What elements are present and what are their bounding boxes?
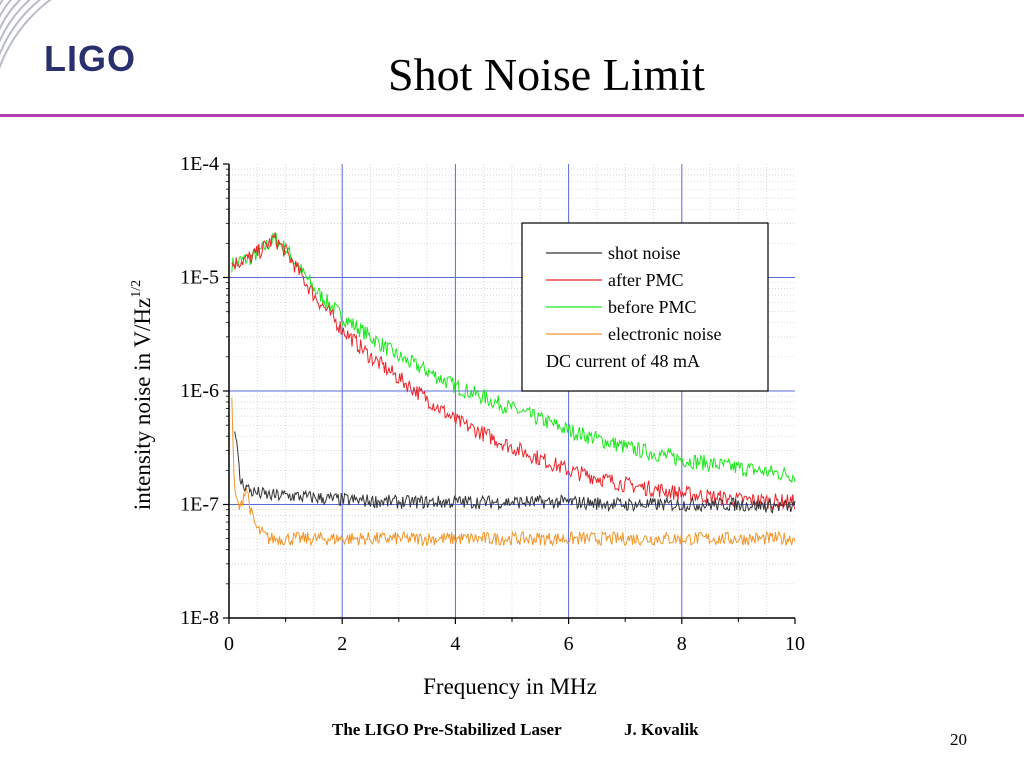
x-tick-label: 10 — [785, 633, 805, 655]
y-tick-label: 1E-4 — [180, 153, 219, 175]
series-layer — [231, 232, 796, 547]
slide-title: Shot Noise Limit — [388, 49, 705, 100]
series-electronic-noise — [231, 397, 796, 547]
footer-author: J. Kovalik — [624, 720, 699, 739]
y-axis-label-text: intensity noise in V/Hz — [130, 298, 155, 510]
legend-label-electronic-noise: electronic noise — [608, 324, 721, 344]
footer-text: The LIGO Pre-Stabilized Laser — [332, 720, 562, 739]
ligo-logo: LIGO — [0, 0, 160, 110]
y-tick-label: 1E-7 — [180, 494, 219, 516]
legend-label-shot-noise: shot noise — [608, 243, 681, 263]
y-tick-label: 1E-5 — [180, 267, 219, 289]
x-tick-label: 0 — [224, 633, 234, 655]
series-shot-noise — [234, 431, 796, 514]
series-after-pmc — [231, 232, 796, 511]
y-axis-label: intensity noise in V/Hz1/2 — [129, 280, 155, 510]
y-axis-label-superscript: 1/2 — [129, 280, 144, 298]
x-tick-label: 2 — [337, 633, 347, 655]
legend-label-before-pmc: before PMC — [608, 297, 697, 317]
axes: 0 2 4 6 8 10 1E-8 1E-7 1E-6 1E-5 1E-4 Frequency in … — [129, 153, 805, 699]
x-axis-label: Frequency in MHz — [423, 674, 597, 699]
title-divider — [0, 114, 1024, 117]
logo-text: LIGO — [44, 38, 136, 79]
legend-label-after-pmc: after PMC — [608, 270, 684, 290]
legend: shot noise after PMC before PMC electronic … — [521, 222, 769, 392]
legend-note: DC current of 48 mA — [546, 351, 700, 371]
x-tick-label: 4 — [450, 633, 460, 655]
noise-chart: 0 2 4 6 8 10 1E-8 1E-7 1E-6 1E-5 1E-4 Frequency in … — [129, 153, 805, 699]
y-tick-label: 1E-8 — [180, 607, 219, 629]
x-tick-label: 6 — [564, 633, 574, 655]
page-number: 20 — [950, 730, 967, 749]
x-tick-label: 8 — [677, 633, 687, 655]
y-tick-label: 1E-6 — [180, 380, 219, 402]
logo-arcs-graphic — [0, 0, 52, 70]
series-before-pmc — [231, 232, 796, 484]
